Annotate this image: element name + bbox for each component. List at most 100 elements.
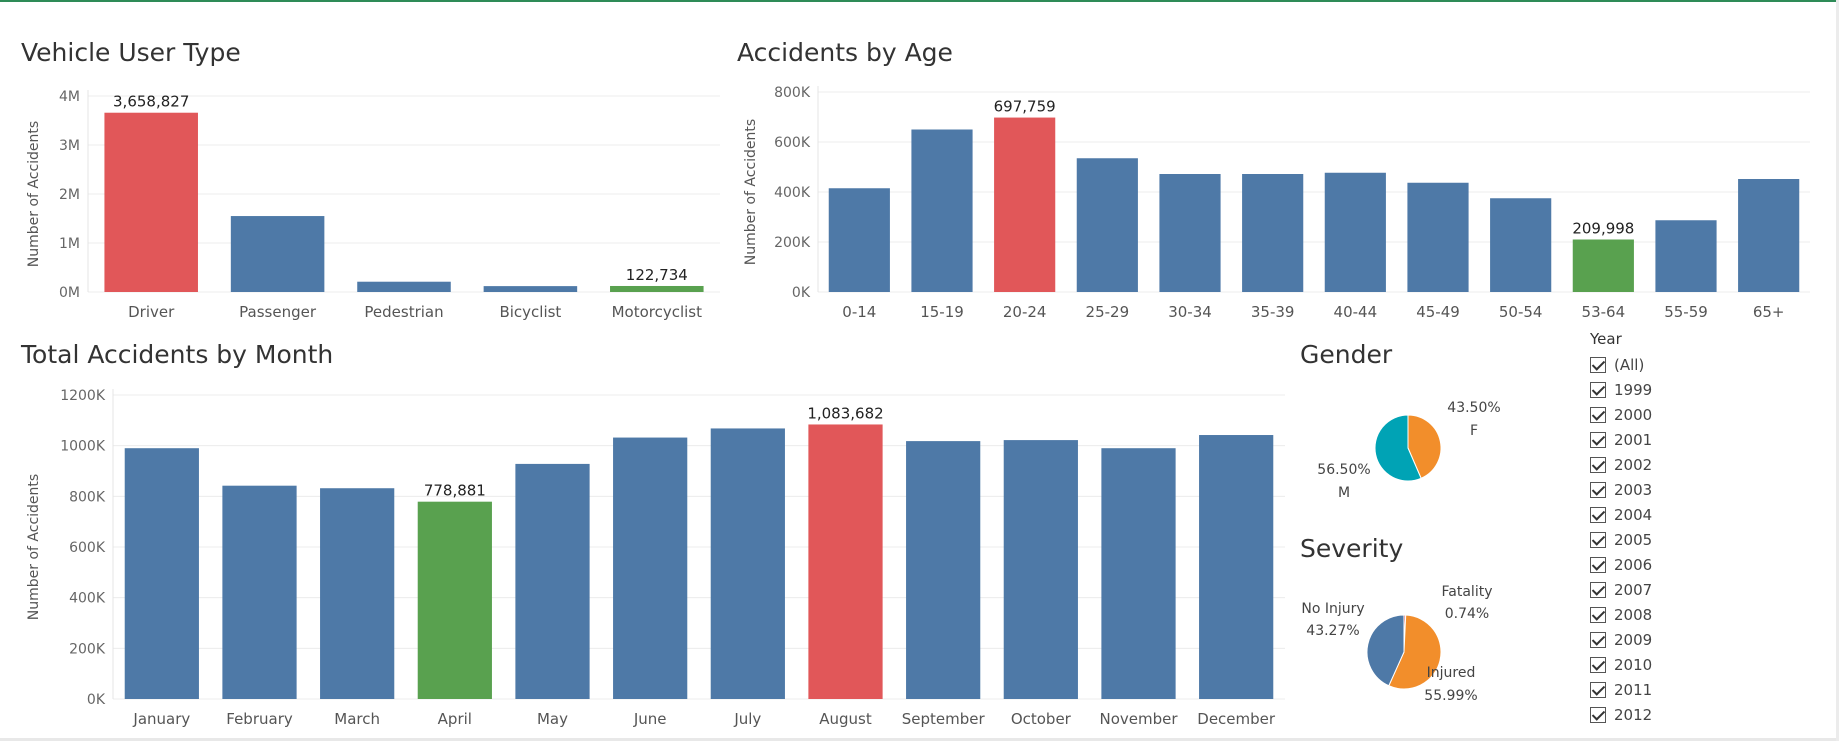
vehicle-user-type-title: Vehicle User Type [21,38,241,67]
bar-march [320,488,395,699]
slice-label-fatality-pct: 0.74% [1445,606,1489,622]
checkbox-checked-icon[interactable] [1590,456,1606,473]
year-filter-item[interactable]: 2001 [1590,427,1710,452]
x-tick-label: 35-39 [1251,303,1295,321]
year-filter-item[interactable]: 2011 [1590,677,1710,702]
bar-50-54 [1490,198,1552,292]
checkbox-checked-icon[interactable] [1590,431,1606,448]
year-filter-item[interactable]: 2009 [1590,627,1710,652]
x-tick-label: 0-14 [842,303,876,321]
checkbox-checked-icon[interactable] [1590,481,1606,498]
year-filter-item[interactable]: 2010 [1590,652,1710,677]
x-tick-label: Bicyclist [499,303,561,321]
x-tick-label: June [633,710,667,728]
data-label: 122,734 [626,266,688,284]
data-label: 1,083,682 [807,404,883,422]
slice-label-no-injury-name: No Injury [1301,601,1364,617]
y-axis-title: Number of Accidents [26,474,42,620]
slice-label-fatality-name: Fatality [1442,584,1493,600]
year-filter-item-label: 2002 [1614,455,1653,474]
x-tick-label: November [1099,710,1178,728]
year-filter-item[interactable]: (All) [1590,352,1710,377]
bar-30-34 [1159,174,1221,292]
bar-0-14 [828,188,890,292]
year-filter-item-label: 2010 [1614,655,1653,674]
checkbox-checked-icon[interactable] [1590,406,1606,423]
x-tick-label: 40-44 [1334,303,1378,321]
x-tick-label: 25-29 [1086,303,1130,321]
year-filter-item[interactable]: 2012 [1590,702,1710,727]
severity-title: Severity [1300,534,1404,563]
bar-bicyclist [483,286,578,292]
checkbox-checked-icon[interactable] [1590,531,1606,548]
year-filter-item-label: 2004 [1614,505,1653,524]
data-label: 209,998 [1572,220,1634,238]
top-accent-rule [0,0,1839,2]
checkbox-checked-icon[interactable] [1590,631,1606,648]
year-filter-item[interactable]: 2008 [1590,602,1710,627]
x-tick-label: Passenger [239,303,317,321]
year-filter-item[interactable]: 2006 [1590,552,1710,577]
checkbox-checked-icon[interactable] [1590,556,1606,573]
y-tick-label: 1200K [60,388,106,404]
checkbox-checked-icon[interactable] [1590,581,1606,598]
year-filter-item-label: 1999 [1614,380,1653,399]
checkbox-checked-icon[interactable] [1590,381,1606,398]
y-tick-label: 1M [59,236,80,252]
x-tick-label: 55-59 [1664,303,1708,321]
checkbox-checked-icon[interactable] [1590,356,1606,373]
year-filter-item-label: 2000 [1614,405,1653,424]
y-tick-label: 400K [774,185,811,201]
year-filter-item-label: (All) [1614,355,1645,374]
bar-40-44 [1324,172,1386,292]
data-label: 778,881 [424,482,486,500]
bar-15-19 [911,129,973,292]
y-tick-label: 600K [69,540,106,556]
slice-m [1374,414,1422,482]
x-tick-label: 20-24 [1003,303,1047,321]
year-filter: Year (All) 1999 2000 2001 2002 2003 2004 2005 20… [1590,330,1710,727]
year-filter-item[interactable]: 2000 [1590,402,1710,427]
checkbox-checked-icon[interactable] [1590,706,1606,723]
year-filter-item[interactable]: 2007 [1590,577,1710,602]
year-filter-item[interactable]: 2002 [1590,452,1710,477]
x-tick-label: May [537,710,568,728]
checkbox-checked-icon[interactable] [1590,681,1606,698]
year-filter-item[interactable]: 2003 [1590,477,1710,502]
bar-august [808,424,883,699]
x-tick-label: 30-34 [1168,303,1212,321]
year-filter-item[interactable]: 2004 [1590,502,1710,527]
bar-20-24 [994,117,1056,293]
bar-passenger [230,216,325,292]
accidents-by-month-title: Total Accidents by Month [21,340,334,369]
y-tick-label: 3M [59,138,80,154]
slice-label-injured-name: Injured [1427,665,1476,681]
slice-label-m-pct: 56.50% [1317,462,1370,478]
x-tick-label: 53-64 [1582,303,1626,321]
bar-45-49 [1407,182,1469,292]
checkbox-checked-icon[interactable] [1590,656,1606,673]
y-tick-label: 4M [59,89,80,105]
bar-55-59 [1655,220,1717,292]
bar-25-29 [1076,158,1138,292]
x-tick-label: 50-54 [1499,303,1543,321]
bar-october [1003,440,1078,699]
bar-september [906,441,981,699]
y-axis-title: Number of Accidents [26,121,42,267]
year-filter-item[interactable]: 2005 [1590,527,1710,552]
checkbox-checked-icon[interactable] [1590,606,1606,623]
y-tick-label: 800K [69,489,106,505]
year-filter-item-label: 2006 [1614,555,1653,574]
vehicle-user-type-chart: 0M 1M 2M 3M 4M Number of Accidents Driver 3,658… [26,89,720,321]
checkbox-checked-icon[interactable] [1590,506,1606,523]
y-tick-label: 400K [69,591,106,607]
year-filter-item-label: 2009 [1614,630,1653,649]
year-filter-item[interactable]: 1999 [1590,377,1710,402]
y-tick-label: 2M [59,187,80,203]
y-tick-label: 800K [774,85,811,101]
slice-f [1407,414,1442,479]
y-tick-label: 1000K [60,439,106,455]
x-tick-label: 65+ [1753,303,1785,321]
year-filter-item-label: 2008 [1614,605,1653,624]
x-tick-label: January [132,710,190,728]
